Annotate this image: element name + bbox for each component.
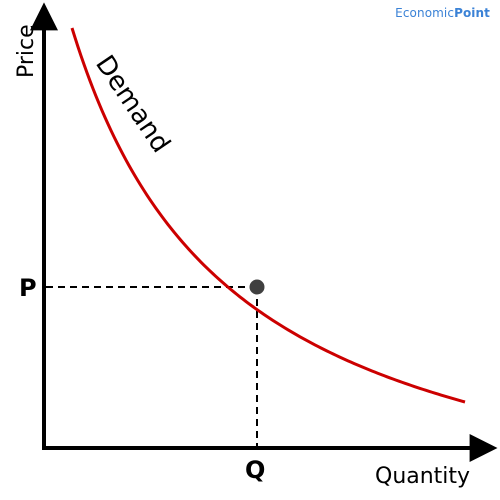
demand-curve <box>70 27 466 404</box>
watermark-part-2: Point <box>454 6 490 20</box>
price-quantity-point <box>249 279 265 295</box>
x-axis-label: Quantity <box>375 464 470 489</box>
economicpoint-watermark: EconomicPoint <box>395 6 490 20</box>
price-point-label: P <box>19 274 37 302</box>
watermark-part-1: Economic <box>395 6 455 20</box>
quantity-point-label: Q <box>245 456 265 484</box>
demand-curve-label: Demand <box>89 50 176 158</box>
y-axis-label: Price <box>14 24 39 78</box>
